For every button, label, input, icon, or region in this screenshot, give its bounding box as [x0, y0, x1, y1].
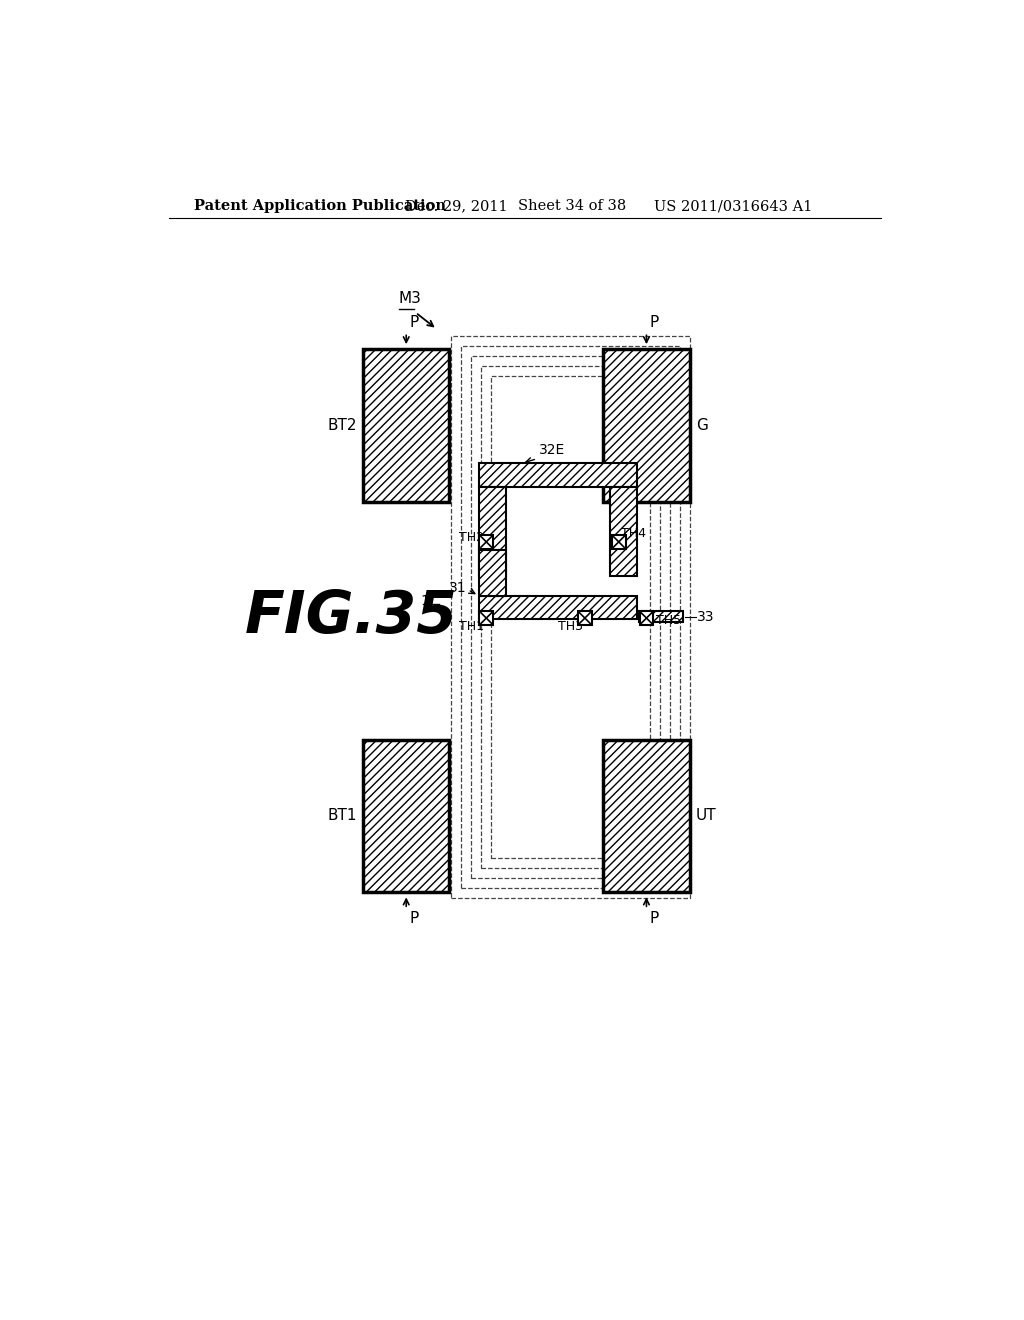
Text: TH3: TH3	[558, 620, 584, 634]
Text: Patent Application Publication: Patent Application Publication	[195, 199, 446, 213]
Text: TH2: TH2	[459, 531, 484, 544]
Text: 33: 33	[696, 610, 714, 623]
Text: UT: UT	[695, 808, 717, 824]
Text: 1J: 1J	[420, 594, 433, 609]
Bar	[490, 376, 649, 858]
Bar	[451, 335, 689, 898]
Text: 31: 31	[450, 581, 467, 595]
Bar	[603, 350, 689, 502]
Bar	[639, 611, 683, 622]
Bar	[611, 535, 626, 549]
Text: TH4: TH4	[621, 527, 646, 540]
Text: M3: M3	[398, 292, 422, 306]
Text: G: G	[695, 418, 708, 433]
Text: US 2011/0316643 A1: US 2011/0316643 A1	[654, 199, 812, 213]
Bar	[610, 487, 637, 576]
Bar	[478, 462, 637, 487]
Bar	[364, 739, 450, 892]
Text: TH1: TH1	[459, 620, 484, 634]
Bar	[640, 611, 653, 626]
Text: 32E: 32E	[539, 444, 565, 457]
Bar	[603, 739, 689, 892]
Text: BT1: BT1	[328, 808, 357, 824]
Bar	[481, 366, 659, 867]
Text: P: P	[410, 911, 419, 925]
Text: Sheet 34 of 38: Sheet 34 of 38	[518, 199, 626, 213]
Text: TH5: TH5	[655, 614, 681, 627]
Bar	[578, 611, 592, 626]
Bar	[478, 549, 506, 595]
Bar	[478, 487, 506, 576]
Text: BT2: BT2	[328, 418, 357, 433]
Bar	[461, 346, 680, 887]
Bar	[479, 611, 494, 626]
Bar	[471, 355, 670, 878]
Text: P: P	[649, 911, 658, 925]
Text: FIG.35: FIG.35	[245, 587, 458, 645]
Text: P: P	[649, 315, 658, 330]
Bar	[479, 535, 494, 549]
Text: P: P	[410, 315, 419, 330]
Bar	[364, 350, 450, 502]
Text: Dec. 29, 2011: Dec. 29, 2011	[406, 199, 508, 213]
Bar	[478, 595, 637, 619]
